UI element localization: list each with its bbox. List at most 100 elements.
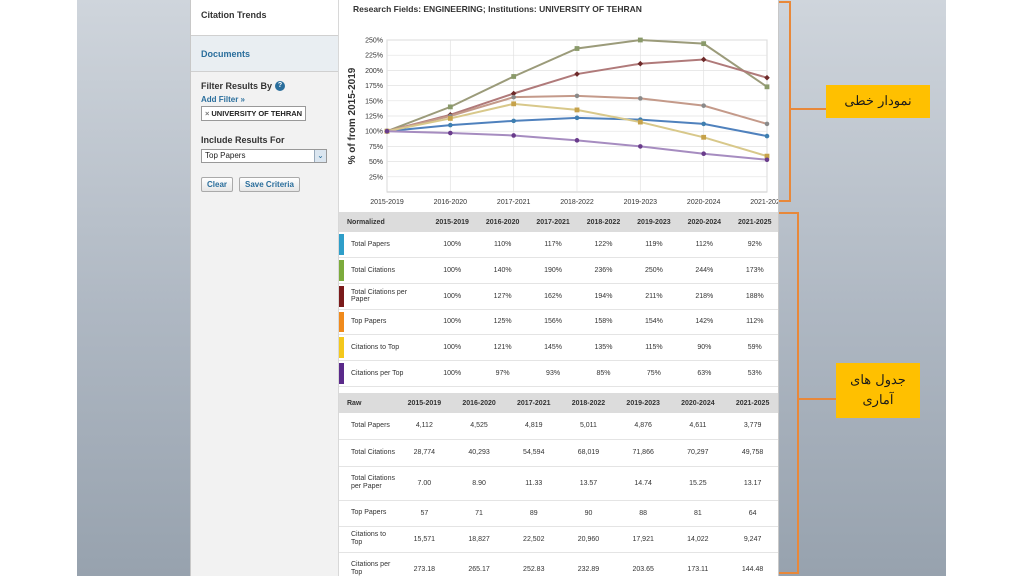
normalized-header-cell: 2016-2020 <box>477 212 528 232</box>
normalized-cell: 53% <box>729 360 778 387</box>
raw-cell: 70,297 <box>670 439 726 467</box>
normalized-row-label: Total Citations per Paper <box>339 283 427 310</box>
table-row: Citations per Top 100% 97% 93% 85% 75% 63% 53% <box>339 360 778 387</box>
raw-header-cell: 2016-2020 <box>451 393 507 413</box>
data-point <box>764 84 770 90</box>
data-point <box>638 144 643 149</box>
data-point <box>701 151 706 156</box>
data-point <box>511 74 517 79</box>
table-row: Total Citations 100% 140% 190% 236% 250% 244% 1… <box>339 257 778 284</box>
data-point <box>511 94 516 100</box>
data-point <box>574 46 580 51</box>
raw-row-label: Total Citations <box>339 439 397 467</box>
normalized-cell: 100% <box>427 309 478 336</box>
raw-table: Raw 2015-2019 2016-2020 2017-2021 2018-2022 2… <box>339 393 778 576</box>
filter-chip-label: UNIVERSITY OF TEHRAN <box>211 109 303 118</box>
raw-cell: 89 <box>506 500 562 527</box>
tab-documents[interactable]: Documents <box>191 36 338 72</box>
normalized-cell: 194% <box>578 283 629 310</box>
raw-cell: 7.00 <box>397 466 452 501</box>
raw-cell: 20,960 <box>561 526 616 553</box>
data-point <box>447 116 453 121</box>
normalized-cell: 112% <box>729 309 778 336</box>
normalized-cell: 100% <box>427 360 478 387</box>
include-results-select[interactable]: Top Papers ⌄ <box>201 149 327 163</box>
raw-cell: 9,247 <box>725 526 778 553</box>
raw-cell: 71,866 <box>615 439 671 467</box>
help-icon[interactable]: ? <box>275 81 286 91</box>
raw-cell: 88 <box>615 500 671 527</box>
raw-cell: 273.18 <box>397 552 452 576</box>
line-chart: 25% 50% 75% 100% 125% 150% 175% 200% 225% 250% 201… <box>339 22 778 212</box>
normalized-cell: 218% <box>679 283 730 310</box>
normalized-header-cell: Normalized <box>339 212 427 232</box>
normalized-cell: 59% <box>729 334 778 361</box>
y-tick-label: 25% <box>369 174 383 181</box>
data-point <box>764 153 770 159</box>
incites-screenshot: Citation Trends Documents Filter Results… <box>190 0 779 576</box>
series-color-swatch <box>339 362 344 384</box>
normalized-cell: 119% <box>628 232 680 259</box>
table-row: Citations to Top 15,571 18,827 22,502 20,960… <box>339 526 778 553</box>
raw-cell: 54,594 <box>506 439 562 467</box>
normalized-cell: 135% <box>578 334 629 361</box>
x-tick-label: 2017-2021 <box>497 199 531 206</box>
data-point <box>764 133 770 139</box>
normalized-cell: 121% <box>477 334 528 361</box>
filter-actions: Clear Save Criteria <box>201 177 328 192</box>
normalized-cell: 140% <box>477 257 528 284</box>
y-tick-label: 225% <box>365 53 383 60</box>
data-point <box>511 133 516 138</box>
x-tick-label: 2015-2019 <box>370 199 404 206</box>
normalized-row-label: Citations to Top <box>339 334 427 361</box>
raw-cell: 203.65 <box>615 552 671 576</box>
data-point <box>447 104 453 110</box>
normalized-header-cell: 2015-2019 <box>427 212 478 232</box>
clear-button[interactable]: Clear <box>201 177 234 192</box>
y-tick-label: 200% <box>365 68 383 75</box>
data-point <box>700 56 707 63</box>
normalized-cell: 244% <box>679 257 730 284</box>
save-criteria-button[interactable]: Save Criteria <box>239 177 300 192</box>
data-point <box>637 37 643 43</box>
raw-cell: 14.74 <box>615 466 671 501</box>
normalized-cell: 188% <box>729 283 778 310</box>
table-bracket <box>779 212 799 574</box>
normalized-cell: 97% <box>477 360 528 387</box>
raw-table-container: Raw 2015-2019 2016-2020 2017-2021 2018-2022 2… <box>339 393 778 576</box>
filter-results-heading: Filter Results By ? <box>201 81 328 91</box>
raw-cell: 57 <box>397 500 452 527</box>
normalized-header-cell: 2021-2025 <box>729 212 778 232</box>
chart-note: نمودار خطی <box>826 85 930 118</box>
series-color-swatch <box>339 311 344 333</box>
data-point <box>701 121 706 127</box>
x-tick-label: 2020-2024 <box>687 199 721 206</box>
raw-cell: 71 <box>451 500 507 527</box>
filter-panel: Filter Results By ? Add Filter » × UNIVER… <box>191 72 338 192</box>
y-tick-label: 125% <box>365 114 383 121</box>
chevron-down-icon[interactable]: ⌄ <box>314 150 326 162</box>
data-point <box>511 118 516 124</box>
raw-row-label-text: Total Citations per Paper <box>351 475 395 490</box>
tab-citation-trends[interactable]: Citation Trends <box>191 0 338 36</box>
normalized-header-cell: 2020-2024 <box>679 212 730 232</box>
raw-cell: 18,827 <box>451 526 507 553</box>
table-row: Top Papers 57 71 89 90 88 81 64 <box>339 500 778 527</box>
data-point <box>574 107 580 113</box>
normalized-cell: 75% <box>628 360 680 387</box>
normalized-cell: 112% <box>679 232 730 259</box>
raw-header-cell: 2017-2021 <box>506 393 562 413</box>
raw-header-cell: 2015-2019 <box>397 393 452 413</box>
add-filter-link[interactable]: Add Filter » <box>201 95 246 104</box>
normalized-header-cell: 2018-2022 <box>578 212 629 232</box>
remove-filter-icon[interactable]: × <box>205 109 210 118</box>
series-color-swatch <box>339 234 344 256</box>
table-row: Citations to Top 100% 121% 145% 135% 115% 90% 5… <box>339 334 778 361</box>
data-point <box>764 157 770 163</box>
raw-row-label-text: Citations per Top <box>351 561 391 576</box>
data-point <box>637 119 643 125</box>
raw-row-label-text: Total Papers <box>351 421 390 429</box>
raw-cell: 4,819 <box>506 413 562 440</box>
table-row: Total Papers 4,112 4,525 4,819 5,011 4,876 4,6… <box>339 413 778 440</box>
raw-body: Total Papers 4,112 4,525 4,819 5,011 4,876 4,6… <box>339 413 778 576</box>
